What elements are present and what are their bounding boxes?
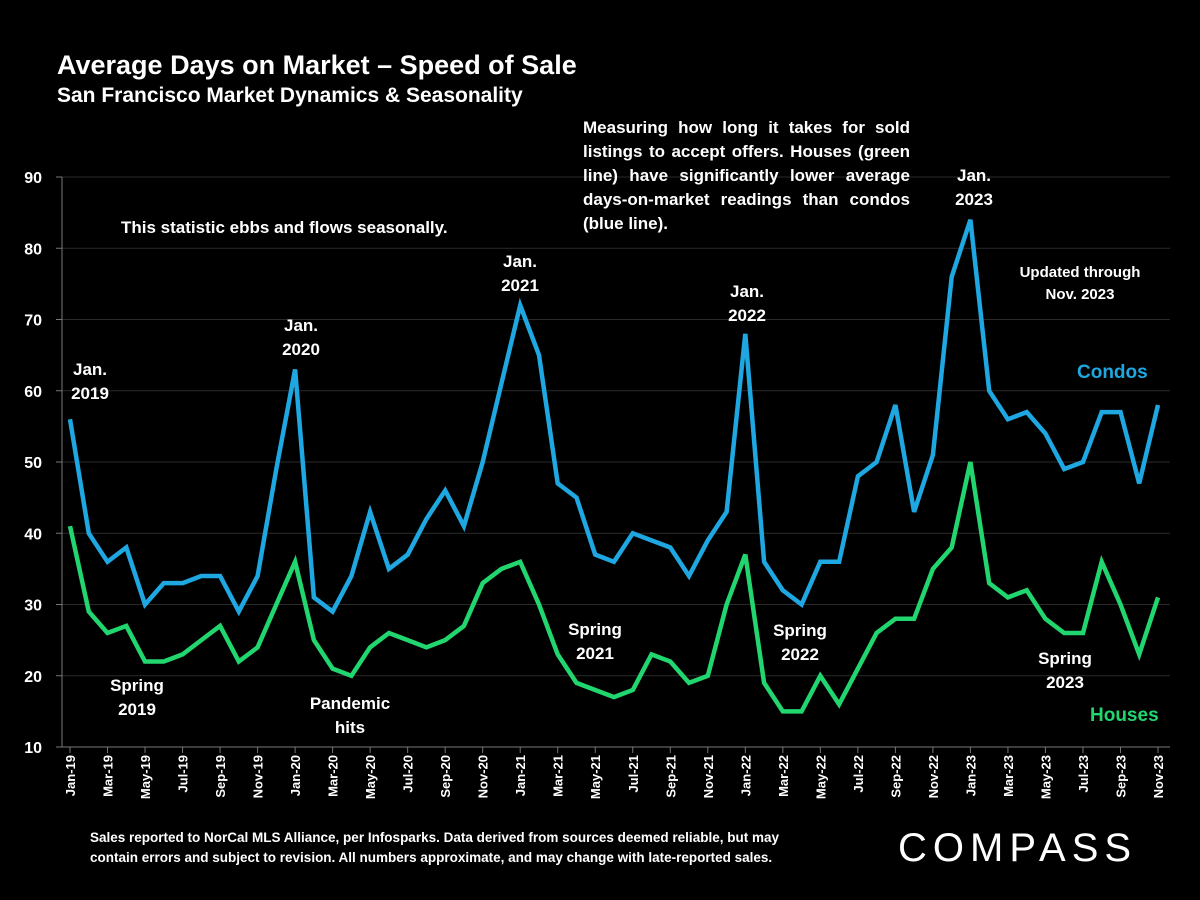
footer-line: contain errors and subject to revision. … bbox=[90, 850, 773, 865]
annotation-jan-2023: Jan. 2023 bbox=[944, 164, 1004, 212]
annotation-line: 2019 bbox=[71, 384, 109, 403]
x-axis: Jan-19 Mar-19 May-19 Jul-19 Sep-19 Nov-19 Jan-… bbox=[63, 747, 1166, 799]
y-tick-label: 30 bbox=[24, 598, 42, 615]
x-tick-label: Jan-22 bbox=[738, 755, 753, 796]
annotation-spring-2022: Spring 2022 bbox=[760, 619, 840, 667]
annotation-line: 2023 bbox=[1046, 673, 1084, 692]
legend-label-houses: Houses bbox=[1090, 705, 1159, 726]
y-tick-label: 90 bbox=[24, 170, 42, 187]
annotation-line: Jan. bbox=[72, 360, 108, 379]
annotation-spring-2021: Spring 2021 bbox=[555, 618, 635, 666]
x-tick-label: Sep-22 bbox=[888, 755, 903, 798]
x-tick-label: May-22 bbox=[813, 755, 828, 799]
y-tick-label: 10 bbox=[24, 740, 42, 757]
annotation-line: 2020 bbox=[282, 340, 320, 359]
x-tick-label: Nov-19 bbox=[251, 755, 266, 798]
legend-label-condos: Condos bbox=[1077, 362, 1148, 383]
x-tick-label: Mar-22 bbox=[776, 755, 791, 797]
x-tick-label: Jan-21 bbox=[513, 755, 528, 796]
x-tick-label: Jul-23 bbox=[1076, 755, 1091, 793]
annotation-line: Jan. bbox=[502, 252, 538, 271]
annotation-jan-2020: Jan. 2020 bbox=[271, 314, 331, 362]
x-tick-label: Jul-19 bbox=[176, 755, 191, 793]
x-tick-label: Sep-23 bbox=[1113, 755, 1128, 798]
annotation-line: 2021 bbox=[501, 276, 539, 295]
annotation-updated: Updated through Nov. 2023 bbox=[1005, 262, 1155, 306]
x-tick-label: Nov-20 bbox=[476, 755, 491, 798]
annotation-line: 2023 bbox=[955, 190, 993, 209]
annotation-jan-2022: Jan. 2022 bbox=[717, 280, 777, 328]
y-tick-label: 20 bbox=[24, 669, 42, 686]
series-line-condos bbox=[67, 219, 1161, 617]
x-tick-label: Sep-19 bbox=[213, 755, 228, 798]
annotation-line: Spring bbox=[1038, 649, 1092, 668]
annotation-line: Spring bbox=[110, 676, 164, 695]
x-tick-label: Jan-20 bbox=[288, 755, 303, 796]
x-tick-label: Nov-22 bbox=[926, 755, 941, 798]
y-tick-label: 60 bbox=[24, 384, 42, 401]
x-tick-label: Jul-21 bbox=[626, 755, 641, 793]
x-tick-label: Sep-20 bbox=[438, 755, 453, 798]
annotation-spring-2023: Spring 2023 bbox=[1025, 647, 1105, 695]
annotation-line: Jan. bbox=[283, 316, 319, 335]
y-tick-label: 50 bbox=[24, 455, 42, 472]
chart-description: Measuring how long it takes for sold lis… bbox=[583, 118, 910, 233]
annotation-line: 2022 bbox=[728, 306, 766, 325]
y-axis: 10 20 30 40 50 60 70 80 90 bbox=[24, 170, 63, 757]
y-tick-label: 70 bbox=[24, 313, 42, 330]
seasonal-annotation: This statistic ebbs and flows seasonally… bbox=[121, 218, 448, 237]
annotation-spring-2019: Spring 2019 bbox=[97, 674, 177, 722]
annotation-line: Updated through bbox=[1019, 264, 1141, 281]
x-tick-label: May-20 bbox=[363, 755, 378, 799]
annotation-line: Spring bbox=[773, 621, 827, 640]
annotation-line: Spring bbox=[568, 620, 622, 639]
annotation-line: 2021 bbox=[576, 644, 614, 663]
series-lines bbox=[67, 219, 1161, 714]
annotation-line: 2022 bbox=[781, 645, 819, 664]
x-tick-label: Sep-21 bbox=[663, 755, 678, 798]
x-tick-label: Mar-20 bbox=[326, 755, 341, 797]
x-tick-label: May-23 bbox=[1038, 755, 1053, 799]
annotation-jan-2021: Jan. 2021 bbox=[490, 250, 550, 298]
x-tick-label: Jan-23 bbox=[963, 755, 978, 796]
y-tick-label: 40 bbox=[24, 526, 42, 543]
annotation-jan-2019: Jan. 2019 bbox=[60, 358, 120, 406]
x-tick-label: Jan-19 bbox=[63, 755, 78, 796]
x-tick-label: Jul-20 bbox=[401, 755, 416, 793]
annotation-line: hits bbox=[334, 718, 366, 737]
annotation-line: Nov. 2023 bbox=[1045, 286, 1115, 303]
x-tick-label: Mar-19 bbox=[101, 755, 116, 797]
annotation-line: Jan. bbox=[729, 282, 765, 301]
annotation-line: Pandemic bbox=[309, 694, 391, 713]
x-tick-label: Mar-23 bbox=[1001, 755, 1016, 797]
chart-title: Average Days on Market – Speed of Sale bbox=[57, 50, 577, 80]
gridlines bbox=[62, 176, 1170, 748]
annotation-line: Jan. bbox=[956, 166, 992, 185]
compass-logo: COMPASS bbox=[898, 826, 1138, 870]
x-tick-label: May-19 bbox=[138, 755, 153, 799]
footer-disclaimer: Sales reported to NorCal MLS Alliance, p… bbox=[90, 828, 779, 868]
x-tick-label: Nov-21 bbox=[701, 755, 716, 798]
x-tick-label: Jul-22 bbox=[851, 755, 866, 793]
series-line-houses bbox=[67, 461, 1161, 714]
annotation-line: 2019 bbox=[118, 700, 156, 719]
footer-line: Sales reported to NorCal MLS Alliance, p… bbox=[90, 830, 779, 845]
x-tick-label: Mar-21 bbox=[551, 755, 566, 797]
x-tick-label: May-21 bbox=[588, 755, 603, 799]
annotation-pandemic: Pandemic hits bbox=[300, 692, 400, 740]
y-tick-label: 80 bbox=[24, 241, 42, 258]
chart-subtitle: San Francisco Market Dynamics & Seasonal… bbox=[57, 84, 523, 107]
x-tick-label: Nov-23 bbox=[1151, 755, 1166, 798]
